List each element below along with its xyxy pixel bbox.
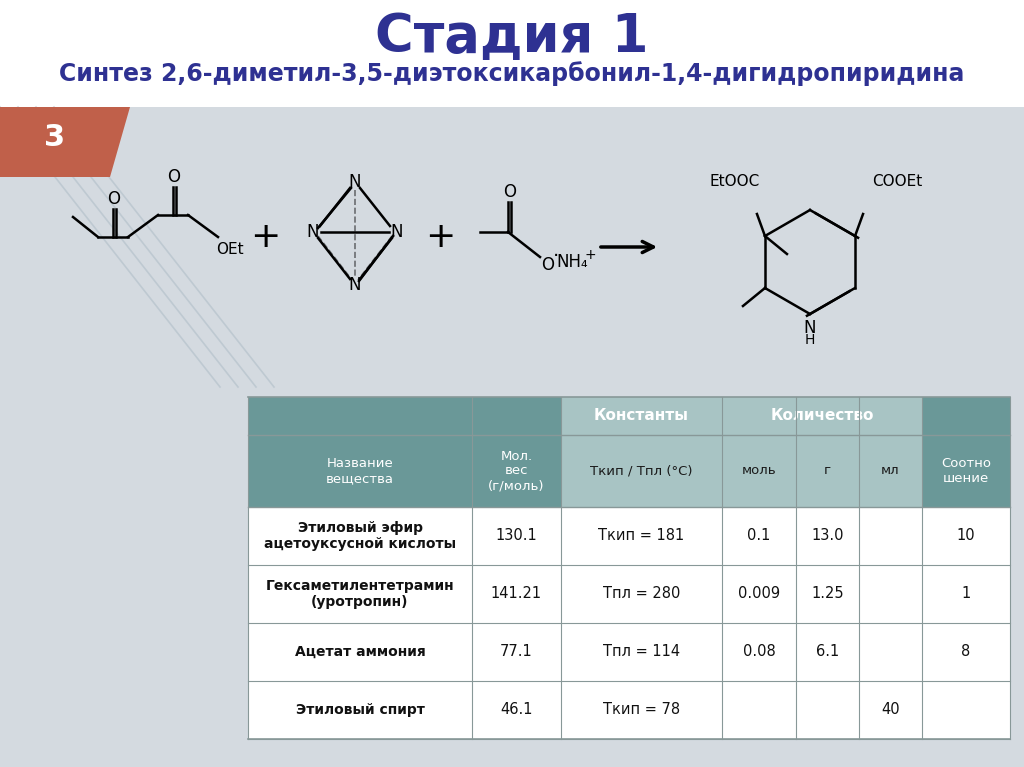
Text: N: N <box>804 319 816 337</box>
Text: 10: 10 <box>956 528 975 544</box>
Text: N: N <box>391 223 403 241</box>
Text: N: N <box>349 173 361 191</box>
Text: Этиловый эфир
ацетоуксусной кислоты: Этиловый эфир ацетоуксусной кислоты <box>264 521 456 551</box>
Text: Тпл = 280: Тпл = 280 <box>603 587 680 601</box>
Text: 40: 40 <box>882 703 900 717</box>
Text: EtOOC: EtOOC <box>710 175 760 189</box>
Text: 1: 1 <box>962 587 971 601</box>
Text: 1.25: 1.25 <box>811 587 844 601</box>
Text: Соотно
шение: Соотно шение <box>941 457 991 485</box>
Text: Стадия 1: Стадия 1 <box>375 11 649 63</box>
Text: +: + <box>250 220 281 254</box>
Bar <box>248 681 1010 739</box>
Text: 8: 8 <box>962 644 971 660</box>
Text: N: N <box>307 223 319 241</box>
Text: N: N <box>349 276 361 294</box>
Text: Гексаметилентетрамин
(уротропин): Гексаметилентетрамин (уротропин) <box>265 579 455 609</box>
Text: 130.1: 130.1 <box>496 528 538 544</box>
Bar <box>248 623 1010 681</box>
Bar <box>722 435 922 507</box>
Text: 13.0: 13.0 <box>811 528 844 544</box>
Bar <box>722 397 922 435</box>
Text: Название
вещества: Название вещества <box>326 457 394 485</box>
Text: +: + <box>425 220 456 254</box>
Text: Тпл = 114: Тпл = 114 <box>603 644 680 660</box>
Polygon shape <box>0 107 130 177</box>
Bar <box>0 107 1024 767</box>
Text: 0.009: 0.009 <box>738 587 780 601</box>
Text: Ткип = 181: Ткип = 181 <box>598 528 685 544</box>
Text: 3: 3 <box>44 123 66 152</box>
Text: Константы: Константы <box>594 409 689 423</box>
Text: 141.21: 141.21 <box>490 587 542 601</box>
Text: 46.1: 46.1 <box>501 703 532 717</box>
Text: Мол.
вес
(г/моль): Мол. вес (г/моль) <box>488 449 545 492</box>
Bar <box>248 397 1010 435</box>
Text: 0.1: 0.1 <box>748 528 771 544</box>
Text: Ацетат аммония: Ацетат аммония <box>295 645 425 659</box>
Text: Синтез 2,6-диметил-3,5-диэтоксикарбонил-1,4-дигидропиридина: Синтез 2,6-диметил-3,5-диэтоксикарбонил-… <box>59 61 965 87</box>
Text: 0.08: 0.08 <box>742 644 775 660</box>
Text: Ткип = 78: Ткип = 78 <box>603 703 680 717</box>
Text: 6.1: 6.1 <box>816 644 839 660</box>
Text: 77.1: 77.1 <box>500 644 532 660</box>
Text: H: H <box>805 333 815 347</box>
Text: Этиловый спирт: Этиловый спирт <box>296 703 424 717</box>
Text: COOEt: COOEt <box>871 175 923 189</box>
Bar <box>0 0 1024 107</box>
Bar <box>248 565 1010 623</box>
Text: Ткип / Тпл (°C): Ткип / Тпл (°C) <box>590 465 693 478</box>
Text: NH₄: NH₄ <box>556 253 588 271</box>
Text: OEt: OEt <box>216 242 244 256</box>
Text: O: O <box>542 256 555 274</box>
Text: мл: мл <box>882 465 900 478</box>
Text: O: O <box>168 168 180 186</box>
Bar <box>248 435 1010 507</box>
Text: г: г <box>824 465 831 478</box>
Text: +: + <box>584 248 596 262</box>
Text: O: O <box>108 190 121 208</box>
Text: ·: · <box>553 248 559 266</box>
Text: Количество: Количество <box>770 409 873 423</box>
Bar <box>561 397 722 435</box>
Bar <box>561 435 722 507</box>
Text: O: O <box>504 183 516 201</box>
Bar <box>248 507 1010 565</box>
Text: моль: моль <box>741 465 776 478</box>
